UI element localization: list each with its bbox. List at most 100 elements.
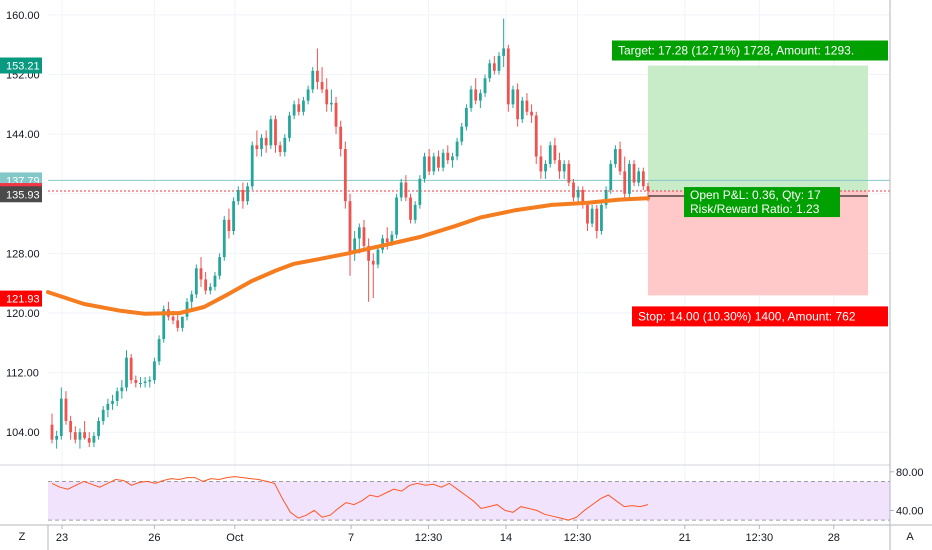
candle-body [520, 100, 524, 120]
candle-body [334, 102, 338, 127]
candle-body [180, 316, 184, 328]
candle-body [627, 163, 631, 194]
pnl-line1: Open P&L: 0.36, Qty: 17 [690, 188, 821, 202]
target-zone [648, 65, 868, 192]
auto-scale-button[interactable]: A [906, 531, 914, 543]
candle-body [534, 115, 538, 157]
candle-body [101, 409, 105, 422]
price-label: 121.93 [6, 294, 40, 306]
candle-body [302, 100, 305, 112]
candle-body [646, 186, 650, 192]
rsi-tick: 80.00 [896, 467, 924, 479]
candle-body [614, 149, 617, 164]
candle-body [55, 435, 59, 440]
zoom-button-label: Z [19, 531, 26, 543]
candle-body [278, 145, 282, 153]
candle-body [423, 156, 426, 179]
rsi-line [51, 476, 649, 521]
time-tick: 12:30 [415, 532, 443, 544]
candle-body [199, 268, 203, 280]
price-label: 153.21 [6, 60, 40, 72]
candle-body [162, 309, 166, 340]
pnl-line2: Risk/Reward Ratio: 1.23 [690, 202, 820, 216]
candle-body [222, 219, 226, 258]
candle-body [148, 380, 152, 382]
candle-body [111, 400, 114, 404]
candle-body [572, 182, 575, 198]
candle-body [59, 398, 63, 436]
price-tick: 160.00 [6, 10, 40, 22]
price-label-box [0, 290, 42, 307]
rsi-pane [0, 464, 890, 521]
candle-body [227, 219, 231, 231]
candle-body [292, 104, 296, 116]
candle-body [516, 89, 520, 120]
candle-body [590, 208, 594, 224]
price-axis-labels: 160.00152.00144.00136.00128.00120.00112.… [0, 10, 924, 517]
candle-body [511, 89, 515, 105]
candle-body [73, 432, 77, 440]
candle-body [474, 89, 478, 101]
stop-label: Stop: 14.00 (10.30%) 1400, Amount: 762 [638, 309, 856, 323]
candle-body [390, 234, 394, 243]
candle-body [506, 48, 510, 105]
candle-body [83, 432, 86, 439]
candle-body [581, 190, 585, 205]
candle-body [586, 204, 589, 224]
candle-body [343, 149, 347, 202]
candle-body [539, 156, 543, 172]
candle-body [395, 197, 398, 235]
candle-body [246, 186, 249, 202]
candle-body [609, 163, 613, 191]
candle-body [497, 55, 501, 71]
candle-body [427, 156, 431, 172]
price-tick: 104.00 [6, 427, 40, 439]
candle-body [320, 81, 324, 90]
candle-body [157, 339, 161, 362]
candle-body [623, 171, 627, 194]
candle-body [204, 279, 208, 291]
candle-body [176, 320, 180, 328]
price-tick: 112.00 [6, 368, 39, 380]
rsi-tick: 40.00 [896, 505, 924, 517]
candle-body [316, 70, 319, 82]
candles [50, 18, 650, 449]
rsi-band [48, 481, 890, 521]
candle-body [530, 111, 533, 116]
candle-body [562, 163, 566, 172]
candle-body [544, 163, 547, 172]
candle-body [618, 149, 622, 172]
candle-body [548, 145, 552, 164]
time-tick: 21 [679, 532, 691, 544]
candle-body [69, 421, 73, 433]
price-tick: 128.00 [6, 248, 40, 260]
candle-body [139, 383, 142, 385]
time-tick: 23 [56, 532, 68, 544]
price-label-box [0, 57, 42, 74]
ma-line [46, 196, 650, 316]
time-tick: 14 [500, 532, 512, 544]
candle-body [190, 294, 194, 302]
candle-body [376, 249, 380, 265]
stop-label-box [632, 306, 888, 327]
candle-body [255, 145, 259, 150]
candle-body [483, 78, 487, 94]
candle-body [264, 137, 268, 146]
candle-body [492, 63, 496, 71]
candle-body [236, 190, 240, 202]
candle-body [553, 145, 557, 161]
candle-body [460, 126, 464, 142]
candle-body [418, 178, 422, 205]
time-tick: Oct [226, 532, 243, 544]
candle-body [97, 421, 100, 436]
candle-body [269, 119, 273, 146]
candle-body [120, 387, 124, 392]
candle-body [218, 257, 222, 276]
candle-body [600, 204, 603, 231]
candle-body [576, 190, 580, 198]
zoom-button[interactable]: Z [19, 531, 26, 543]
candle-body [78, 432, 82, 440]
target-label: Target: 17.28 (12.71%) 1728, Amount: 129… [618, 43, 854, 57]
candle-body [558, 160, 561, 172]
